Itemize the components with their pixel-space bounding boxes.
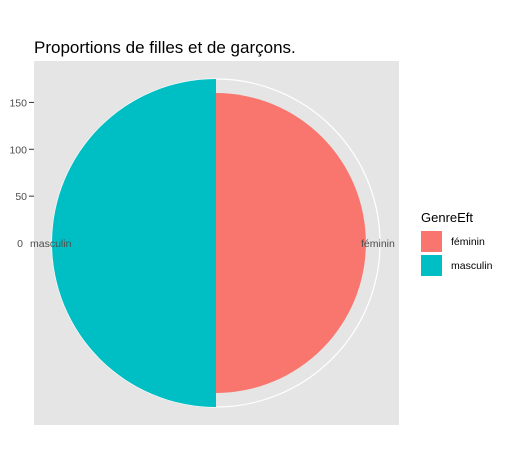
pie-slice-masculin: [52, 79, 216, 407]
radial-tick-label: 50: [15, 191, 27, 203]
legend-title: GenreEft: [421, 210, 473, 225]
legend-key: [421, 255, 442, 276]
category-label: masculin: [30, 238, 72, 250]
radial-tick-label: 150: [9, 97, 27, 109]
category-label: féminin: [361, 238, 395, 250]
pie-slice-feminin: [216, 93, 366, 393]
ticks-layer: 50 100 150 0: [9, 97, 34, 250]
radial-tick-label: 100: [9, 144, 27, 156]
legend-label: féminin: [451, 236, 485, 248]
chart-title: Proportions de filles et de garçons.: [34, 38, 296, 57]
category-labels: féminin masculin: [30, 238, 395, 250]
radial-tick-label: 0: [17, 238, 23, 250]
legend-label: masculin: [451, 260, 493, 272]
slices-layer: [52, 79, 366, 407]
legend-key: [421, 231, 442, 252]
legend: GenreEft féminin masculin: [421, 210, 493, 276]
